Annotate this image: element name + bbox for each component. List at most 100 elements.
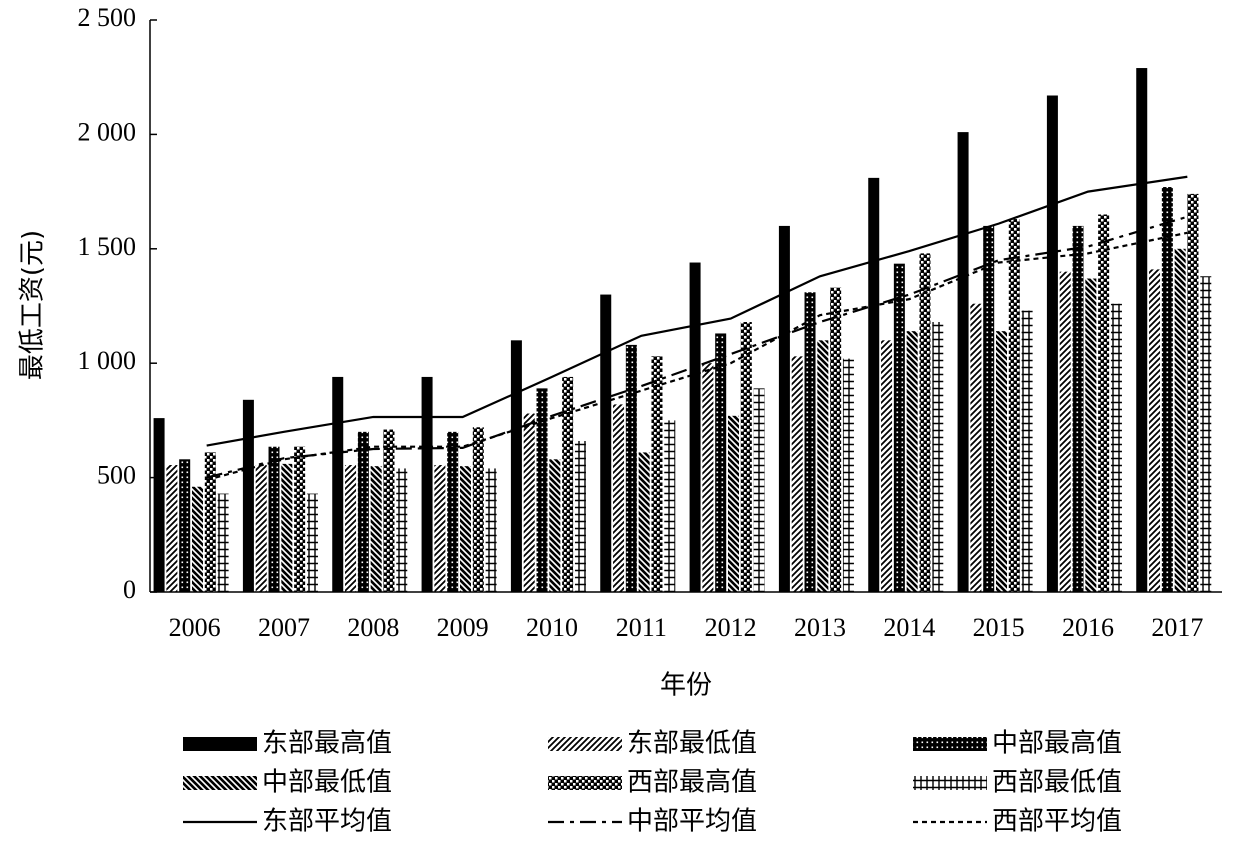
legend-swatch-3 — [913, 737, 987, 751]
bar-4-2017 — [1174, 248, 1186, 593]
bar-5-2012 — [740, 322, 752, 592]
bar-3-2009 — [447, 431, 459, 592]
bar-2-2013 — [791, 356, 803, 592]
bar-6-2007 — [306, 493, 318, 592]
bar-5-2017 — [1187, 193, 1199, 592]
bar-2-2007 — [255, 465, 267, 592]
legend-swatch-2 — [548, 737, 622, 751]
bar-3-2006 — [179, 459, 191, 592]
bar-5-2009 — [472, 427, 484, 592]
x-tick-label-3: 2009 — [437, 613, 489, 642]
y-tick-label-5: 2 500 — [78, 3, 137, 32]
bar-6-2011 — [664, 420, 676, 592]
y-ticks: 0 500 1 000 1 500 2 000 2 500 — [78, 3, 157, 604]
bar-1-2013 — [778, 225, 790, 593]
legend-swatch-4 — [183, 776, 257, 790]
bar-1-2017 — [1136, 68, 1148, 593]
bar-5-2006 — [204, 452, 216, 592]
x-ticks: 2006 2007 2008 2009 2010 2011 2012 2013 2014 2015… — [169, 613, 1204, 642]
bar-4-2013 — [817, 340, 829, 592]
bar-2-2014 — [881, 340, 893, 592]
bar-6-2009 — [485, 468, 497, 592]
legend-label-4: 中部最低值 — [262, 768, 392, 798]
x-tick-label-0: 2006 — [169, 613, 221, 642]
bar-3-2017 — [1161, 187, 1173, 593]
x-tick-label-8: 2014 — [883, 613, 935, 642]
bar-6-2006 — [217, 493, 229, 592]
y-tick-label-1: 500 — [97, 461, 136, 490]
y-tick-label-0: 0 — [123, 575, 136, 604]
legend-swatch-1 — [183, 737, 257, 751]
bar-1-2007 — [242, 399, 254, 592]
bar-5-2014 — [919, 253, 931, 592]
y-tick-label-2: 1 000 — [78, 346, 137, 375]
bar-1-2016 — [1046, 95, 1058, 592]
bar-5-2007 — [294, 446, 306, 592]
legend-label-2: 东部最低值 — [627, 729, 757, 759]
bar-1-2008 — [332, 376, 344, 592]
line-series-3 — [206, 231, 1188, 481]
bar-4-2015 — [995, 331, 1007, 592]
legend-label-3: 中部最高值 — [992, 729, 1122, 759]
bar-4-2007 — [281, 463, 293, 592]
bar-1-2010 — [510, 340, 522, 592]
line-series-1 — [206, 175, 1188, 447]
x-tick-label-10: 2016 — [1062, 613, 1114, 642]
bar-2-2008 — [345, 465, 357, 592]
bar-6-2010 — [574, 440, 586, 592]
lines-layer — [206, 175, 1188, 481]
x-axis-title: 年份 — [660, 671, 712, 701]
x-tick-label-4: 2010 — [526, 613, 578, 642]
y-axis-title: 最低工资(元) — [18, 230, 48, 380]
bar-6-2008 — [396, 468, 408, 592]
bar-3-2008 — [357, 431, 369, 592]
bar-5-2010 — [562, 376, 574, 592]
bar-3-2013 — [804, 292, 816, 592]
bar-5-2011 — [651, 356, 663, 592]
legend-label-6: 西部最低值 — [992, 768, 1122, 798]
bar-5-2008 — [383, 429, 395, 592]
bar-4-2016 — [1085, 278, 1097, 592]
legend-swatch-6 — [913, 776, 987, 790]
bar-6-2014 — [932, 322, 944, 592]
legend-label-8: 中部平均值 — [627, 807, 757, 837]
bar-1-2006 — [153, 418, 165, 592]
bar-4-2014 — [906, 331, 918, 592]
y-tick-label-3: 1 500 — [78, 232, 137, 261]
bar-1-2009 — [421, 376, 433, 592]
legend-swatch-5 — [548, 776, 622, 790]
bar-4-2009 — [459, 466, 471, 592]
bar-3-2011 — [625, 344, 637, 592]
bar-4-2010 — [549, 459, 561, 592]
bar-3-2010 — [536, 388, 548, 592]
bar-3-2007 — [268, 446, 280, 592]
x-tick-label-5: 2011 — [616, 613, 667, 642]
bar-2-2017 — [1149, 269, 1161, 592]
bar-2-2016 — [1059, 271, 1071, 592]
bar-2-2011 — [613, 404, 625, 592]
x-tick-label-7: 2013 — [794, 613, 846, 642]
bar-4-2012 — [727, 415, 739, 592]
bar-6-2017 — [1200, 276, 1212, 592]
bar-6-2015 — [1021, 310, 1033, 592]
x-tick-label-9: 2015 — [973, 613, 1025, 642]
bar-2-2006 — [166, 465, 178, 592]
bar-5-2015 — [1008, 219, 1020, 592]
bar-6-2013 — [842, 358, 854, 592]
bar-3-2015 — [983, 225, 995, 593]
bar-2-2009 — [434, 465, 446, 592]
bar-1-2015 — [957, 132, 969, 592]
bar-1-2012 — [689, 262, 701, 592]
bar-4-2008 — [370, 466, 382, 592]
bars-layer — [153, 68, 1212, 593]
bar-2-2010 — [523, 413, 535, 592]
bar-2-2012 — [702, 363, 714, 592]
x-tick-label-6: 2012 — [705, 613, 757, 642]
x-tick-label-11: 2017 — [1151, 613, 1203, 642]
bar-1-2014 — [868, 177, 880, 592]
bar-2-2015 — [970, 303, 982, 592]
legend-label-5: 西部最高值 — [627, 768, 757, 798]
line-series-2 — [206, 215, 1188, 479]
